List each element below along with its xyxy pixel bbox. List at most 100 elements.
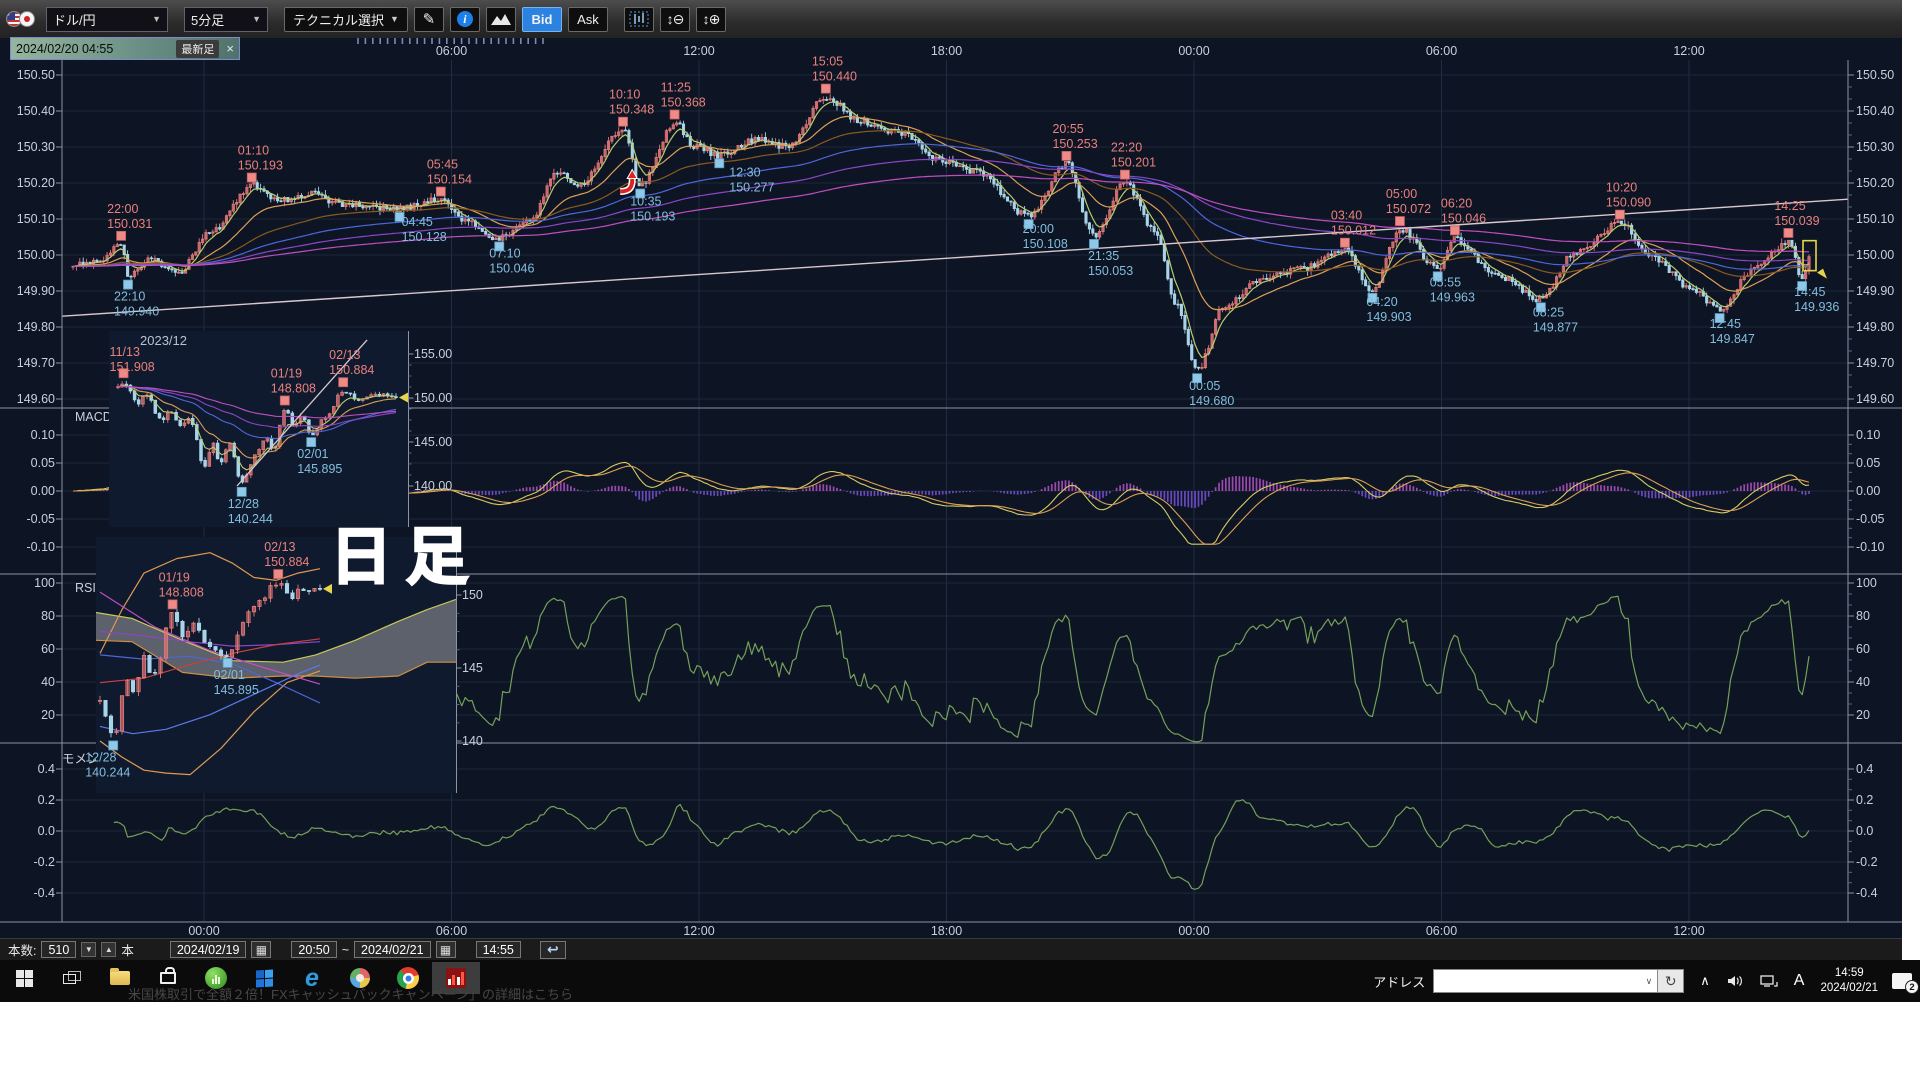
ime-indicator[interactable]: A xyxy=(1793,972,1805,989)
start-button[interactable] xyxy=(0,962,48,994)
svg-text:60: 60 xyxy=(1856,642,1870,656)
svg-text:14:25: 14:25 xyxy=(1774,199,1805,213)
task-view-button[interactable] xyxy=(48,962,96,994)
svg-text:02/13: 02/13 xyxy=(329,348,360,362)
technical-select-button[interactable]: テクニカル選択 ▼ xyxy=(284,6,408,32)
svg-text:20: 20 xyxy=(41,708,55,722)
from-date-field[interactable]: 2024/02/19 xyxy=(169,941,247,958)
notification-icon[interactable]: 2 xyxy=(1892,973,1919,994)
svg-text:155.00: 155.00 xyxy=(414,347,452,361)
svg-text:40: 40 xyxy=(41,675,55,689)
clock-time: 14:59 xyxy=(1834,967,1864,980)
svg-text:150.30: 150.30 xyxy=(1856,140,1894,154)
windows-logo-icon xyxy=(15,969,33,987)
chevron-down-icon[interactable]: ∨ xyxy=(1645,975,1653,986)
svg-text:150.00: 150.00 xyxy=(414,391,452,405)
svg-text:00:00: 00:00 xyxy=(1178,44,1209,58)
svg-text:12/28: 12/28 xyxy=(85,750,116,764)
svg-text:140.244: 140.244 xyxy=(85,765,130,779)
svg-text:150.253: 150.253 xyxy=(1052,137,1097,151)
svg-text:0.00: 0.00 xyxy=(1856,484,1880,498)
candle-style-button[interactable] xyxy=(623,6,654,32)
svg-text:06:00: 06:00 xyxy=(1426,44,1457,58)
svg-text:22:00: 22:00 xyxy=(107,202,138,216)
svg-text:150.090: 150.090 xyxy=(1606,196,1651,210)
svg-text:22:10: 22:10 xyxy=(114,290,145,304)
zoom-out-button[interactable]: ↕⊖ xyxy=(659,6,690,32)
svg-text:05:00: 05:00 xyxy=(1386,187,1417,201)
svg-text:150.10: 150.10 xyxy=(1856,212,1894,226)
bid-button[interactable]: Bid xyxy=(521,6,562,32)
svg-text:149.680: 149.680 xyxy=(1189,394,1234,408)
chart-type-button[interactable] xyxy=(485,6,516,32)
info-button[interactable]: i xyxy=(449,6,480,32)
count-label: 本数: xyxy=(8,944,37,958)
svg-text:04:20: 04:20 xyxy=(1366,295,1397,309)
svg-text:0.10: 0.10 xyxy=(31,428,55,442)
svg-text:150.884: 150.884 xyxy=(264,555,309,569)
trading-app-button[interactable] xyxy=(192,962,240,994)
file-explorer-button[interactable] xyxy=(96,962,144,994)
svg-text:01:10: 01:10 xyxy=(238,144,269,158)
folder-icon xyxy=(110,968,130,985)
svg-text:07:10: 07:10 xyxy=(489,246,520,260)
draw-tool-button[interactable]: ✎ xyxy=(413,6,444,32)
japan-flag-icon xyxy=(19,11,35,27)
edge-button[interactable]: e xyxy=(288,962,336,994)
to-date-field[interactable]: 2024/02/21 xyxy=(354,941,431,958)
chart-app-button-active[interactable] xyxy=(432,962,480,994)
speaker-icon[interactable] xyxy=(1726,974,1744,988)
svg-text:11/13: 11/13 xyxy=(110,345,140,359)
svg-text:149.60: 149.60 xyxy=(17,392,55,406)
green-app-icon xyxy=(205,967,227,989)
svg-text:150.30: 150.30 xyxy=(17,140,55,154)
network-icon[interactable] xyxy=(1760,974,1778,988)
svg-text:149.903: 149.903 xyxy=(1366,310,1411,324)
svg-text:11:25: 11:25 xyxy=(661,81,691,95)
to-time-field[interactable]: 14:55 xyxy=(475,941,521,958)
close-icon[interactable]: × xyxy=(226,41,234,56)
svg-text:150.046: 150.046 xyxy=(489,261,534,275)
svg-text:60: 60 xyxy=(41,642,55,656)
chart-date-tab[interactable]: 2024/02/20 04:55 最新足 × xyxy=(10,37,240,60)
edge-icon: e xyxy=(305,963,319,992)
bar-count-field[interactable]: 510 xyxy=(41,941,77,958)
address-input[interactable]: ∨ xyxy=(1433,969,1659,993)
svg-text:12:00: 12:00 xyxy=(1673,924,1704,938)
svg-text:150.348: 150.348 xyxy=(609,103,654,117)
latest-bar-button[interactable]: 最新足 xyxy=(176,39,220,58)
chrome-button[interactable] xyxy=(384,962,432,994)
svg-text:150.50: 150.50 xyxy=(17,68,55,82)
currency-pair-flags-icon xyxy=(6,9,40,29)
calendar-icon[interactable]: ▦ xyxy=(251,941,272,958)
chart-toolbar: ドル/円 ▼ 5分足 ▼ テクニカル選択 ▼ ✎ i Bid Ask xyxy=(0,0,1902,38)
count-up-button[interactable]: ▲ xyxy=(101,942,117,957)
svg-text:100: 100 xyxy=(34,576,55,590)
svg-text:149.936: 149.936 xyxy=(1794,300,1839,314)
svg-text:06:00: 06:00 xyxy=(436,924,467,938)
svg-text:150.012: 150.012 xyxy=(1331,224,1376,238)
hidden-icons-chevron[interactable]: ∧ xyxy=(1700,973,1710,988)
pair-selector[interactable]: ドル/円 ▼ xyxy=(46,6,168,32)
address-go-button[interactable]: ↻ xyxy=(1658,969,1685,993)
svg-text:150: 150 xyxy=(462,588,483,602)
swing-annotations: 22:00150.03122:10149.94001:10150.19304:4… xyxy=(107,55,1839,409)
svg-text:0.10: 0.10 xyxy=(1856,428,1880,442)
count-down-button[interactable]: ▼ xyxy=(81,942,97,957)
undo-button[interactable]: ↩ xyxy=(539,940,566,959)
timeframe-selector[interactable]: 5分足 ▼ xyxy=(184,6,268,32)
from-time-field[interactable]: 20:50 xyxy=(291,941,337,958)
taskbar-clock[interactable]: 14:59 2024/02/21 xyxy=(1820,966,1878,996)
ask-button[interactable]: Ask xyxy=(567,6,608,32)
svg-text:80: 80 xyxy=(41,609,55,623)
microsoft-store-button[interactable] xyxy=(144,962,192,994)
calendar-icon[interactable]: ▦ xyxy=(435,941,456,958)
svg-text:20: 20 xyxy=(1856,708,1870,722)
paint-button[interactable] xyxy=(336,962,384,994)
svg-text:04:45: 04:45 xyxy=(402,215,433,229)
chart-canvas[interactable]: 150.50 150.50 150.40 150.40 150.30 150.30 150.… xyxy=(0,0,1902,938)
svg-text:12:30: 12:30 xyxy=(729,165,760,179)
svg-text:10:10: 10:10 xyxy=(609,88,640,102)
zoom-in-button[interactable]: ↕⊕ xyxy=(695,6,726,32)
